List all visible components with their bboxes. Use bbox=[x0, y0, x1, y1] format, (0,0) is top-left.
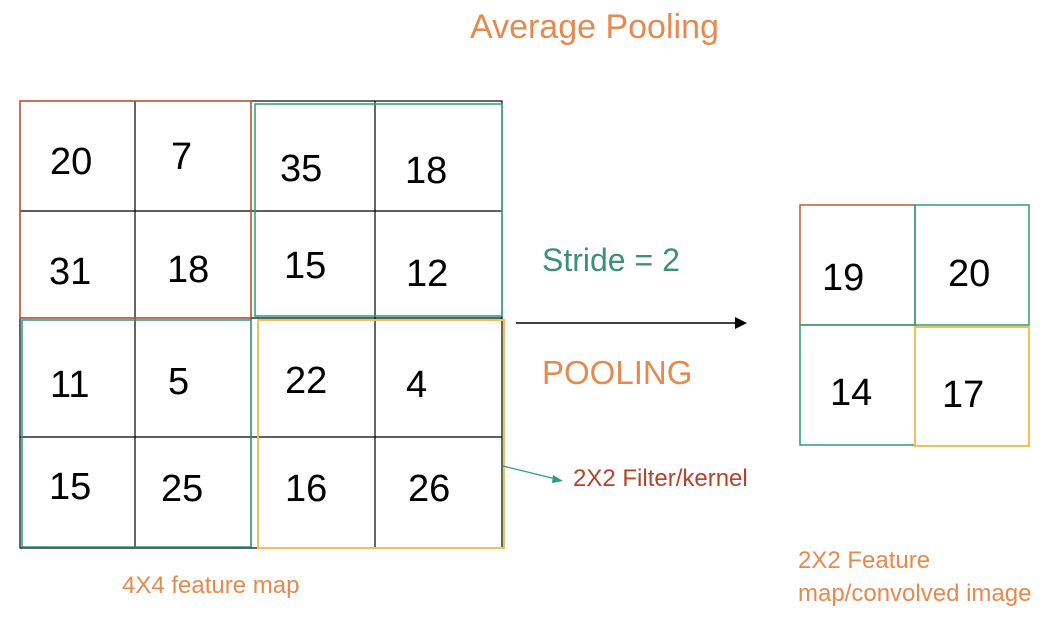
output-cell: 19 bbox=[822, 257, 865, 299]
input-cell: 18 bbox=[405, 150, 448, 192]
output-cell: 14 bbox=[830, 372, 873, 414]
diagram-title: Average Pooling bbox=[470, 8, 719, 46]
quadrant-top-right-outline bbox=[254, 103, 503, 317]
stride-label: Stride = 2 bbox=[542, 242, 680, 278]
output-cell: 17 bbox=[942, 374, 985, 416]
input-cell: 26 bbox=[408, 468, 451, 510]
output-map-caption: 2X2 Feature map/convolved image bbox=[798, 544, 1031, 610]
input-cell: 15 bbox=[284, 245, 327, 287]
output-caption-line-1: 2X2 Feature bbox=[798, 547, 931, 574]
input-cell: 11 bbox=[50, 364, 90, 406]
input-map-caption: 4X4 feature map bbox=[122, 572, 300, 599]
input-cell: 5 bbox=[168, 361, 190, 403]
input-cell: 22 bbox=[285, 360, 328, 402]
quadrant-top-left-outline bbox=[19, 100, 252, 319]
output-cell-top-right-outline bbox=[914, 204, 1030, 326]
input-cell: 35 bbox=[280, 148, 323, 190]
input-cell: 20 bbox=[50, 141, 93, 183]
filter-kernel-label: 2X2 Filter/kernel bbox=[573, 465, 748, 492]
output-cell: 20 bbox=[948, 253, 991, 295]
output-caption-line-2: map/convolved image bbox=[798, 580, 1032, 607]
pooling-label: POOLING bbox=[542, 354, 693, 391]
input-cell: 31 bbox=[49, 251, 92, 293]
pooling-arrow bbox=[516, 317, 747, 329]
filter-pointer-arrow bbox=[502, 465, 563, 483]
quadrant-bottom-left-outline bbox=[21, 319, 252, 548]
input-cell: 18 bbox=[167, 249, 210, 291]
input-cell: 15 bbox=[49, 466, 92, 508]
input-cell: 25 bbox=[161, 468, 204, 510]
input-cell: 7 bbox=[171, 136, 193, 178]
input-cell: 4 bbox=[406, 364, 428, 406]
input-cell: 16 bbox=[285, 468, 328, 510]
quadrant-bottom-right-outline bbox=[257, 319, 505, 549]
output-cell-bottom-right-outline bbox=[914, 326, 1030, 447]
input-cell: 12 bbox=[406, 253, 449, 295]
